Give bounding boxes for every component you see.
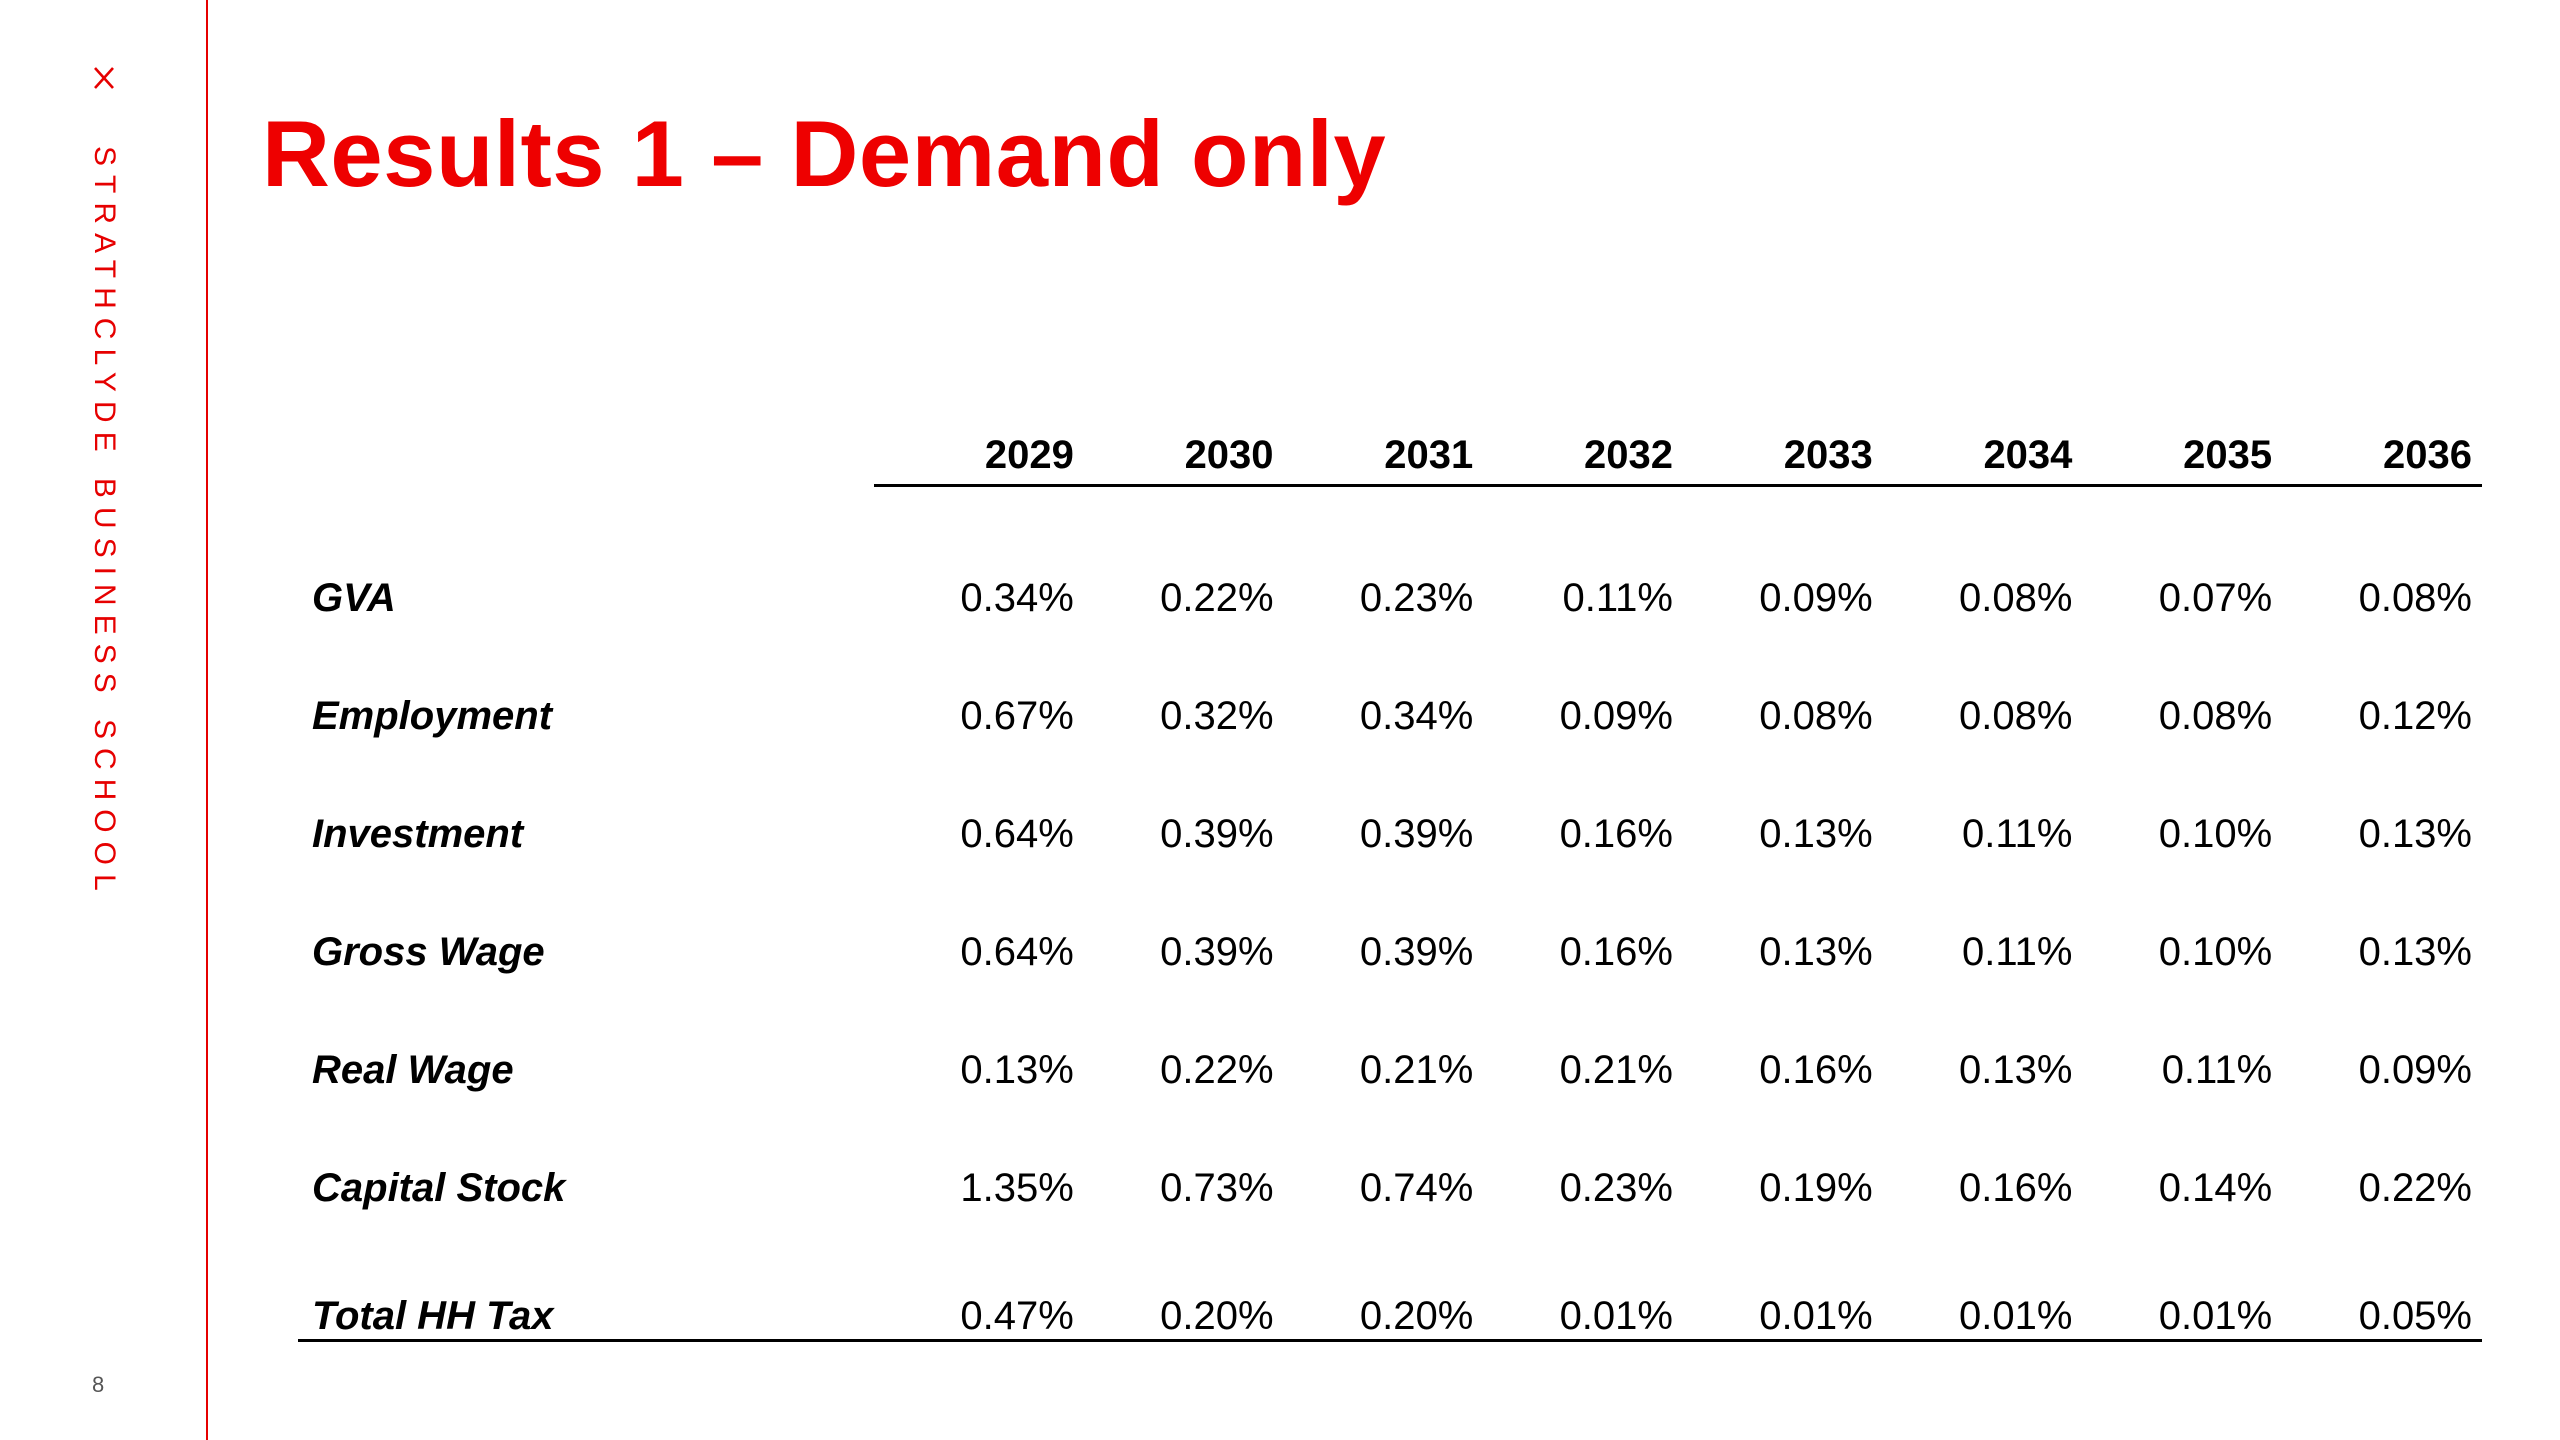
results-table: 2029 2030 2031 2032 2033 2034 2035 2036 … — [298, 414, 2482, 1342]
table-row: Investment 0.64% 0.39% 0.39% 0.16% 0.13%… — [298, 775, 2482, 893]
table-cell: 0.08% — [1959, 575, 2073, 620]
table-cell: 0.01% — [1473, 1247, 1673, 1342]
column-header: 2030 — [1073, 414, 1274, 487]
table-cell: 0.39% — [1160, 929, 1274, 974]
sidebar-divider-line — [206, 0, 208, 1440]
table-cell: 0.16% — [1959, 1165, 2073, 1210]
table-cell: 0.16% — [1559, 811, 1673, 856]
table-cell: 0.64% — [960, 929, 1074, 974]
table-cell: 0.09% — [1559, 693, 1673, 738]
school-logo-text: STRATHCLYDE BUSINESS SCHOOL — [88, 146, 121, 900]
table-cell: 0.11% — [1961, 929, 2073, 974]
table-cell: 0.13% — [2358, 811, 2472, 856]
table-cell: 0.07% — [2158, 575, 2273, 620]
row-label: Gross Wage — [312, 929, 545, 974]
table-cell: 0.22% — [2358, 1165, 2472, 1210]
table-row: GVA 0.34% 0.22% 0.23% 0.11% 0.09% 0.08% … — [298, 539, 2482, 657]
table-cell: 0.13% — [960, 1047, 1074, 1092]
table-cell: 0.39% — [1160, 811, 1274, 856]
table-cell: 0.11% — [1562, 575, 1673, 620]
table-row: Employment 0.67% 0.32% 0.34% 0.09% 0.08%… — [298, 657, 2482, 775]
table-cell: 0.11% — [1961, 811, 2073, 856]
table-cell: 0.08% — [2158, 693, 2273, 738]
table-cell: 0.08% — [1759, 693, 1873, 738]
slide-title: Results 1 – Demand only — [262, 101, 1387, 206]
table-row: Capital Stock 1.35% 0.73% 0.74% 0.23% 0.… — [298, 1129, 2482, 1247]
table-cell: 0.05% — [2272, 1247, 2482, 1342]
table-cell: 0.12% — [2358, 693, 2472, 738]
table-cell: 0.20% — [1273, 1247, 1474, 1342]
table-cell: 0.08% — [2358, 575, 2472, 620]
strathclyde-x-logo-icon — [94, 67, 114, 89]
table-cell: 0.10% — [2158, 811, 2273, 856]
table-cell: 0.20% — [1073, 1247, 1274, 1342]
row-label: Real Wage — [312, 1047, 514, 1092]
page-number: 8 — [92, 1372, 105, 1397]
table-cell: 0.39% — [1359, 811, 1474, 856]
column-header: 2034 — [1872, 414, 2073, 487]
row-label: GVA — [312, 575, 396, 620]
table-cell: 0.09% — [2358, 1047, 2472, 1092]
column-header: 2033 — [1672, 414, 1873, 487]
table-cell: 0.39% — [1359, 929, 1474, 974]
table-cell: 0.73% — [1160, 1165, 1274, 1210]
table-cell: 0.10% — [2158, 929, 2273, 974]
column-header: 2029 — [874, 414, 1074, 487]
row-label: Investment — [312, 811, 524, 856]
table-cell: 0.14% — [2158, 1165, 2273, 1210]
table-header-row: 2029 2030 2031 2032 2033 2034 2035 2036 — [298, 414, 2482, 487]
table-cell: 0.13% — [1959, 1047, 2073, 1092]
table-cell: 0.16% — [1559, 929, 1673, 974]
table-cell: 0.13% — [1759, 929, 1873, 974]
table-cell: 0.34% — [1359, 693, 1474, 738]
table-cell: 0.22% — [1160, 1047, 1274, 1092]
table-corner-cell — [298, 414, 874, 486]
table-cell: 0.13% — [2358, 929, 2472, 974]
table-cell: 0.21% — [1359, 1047, 1474, 1092]
table-cell: 0.01% — [2072, 1247, 2273, 1342]
table-cell: 0.23% — [1559, 1165, 1673, 1210]
table-cell: 0.01% — [1872, 1247, 2073, 1342]
row-label: Capital Stock — [312, 1165, 566, 1210]
column-header: 2035 — [2072, 414, 2273, 487]
table-row: Total HH Tax 0.47% 0.20% 0.20% 0.01% 0.0… — [298, 1247, 2482, 1342]
table-cell: 0.13% — [1759, 811, 1873, 856]
table-cell: 0.64% — [960, 811, 1074, 856]
table-cell: 0.32% — [1160, 693, 1274, 738]
table-cell: 0.19% — [1759, 1165, 1873, 1210]
table-row: Gross Wage 0.64% 0.39% 0.39% 0.16% 0.13%… — [298, 893, 2482, 1011]
table-cell: 0.23% — [1359, 575, 1474, 620]
table-cell: 0.08% — [1959, 693, 2073, 738]
table-cell: 0.74% — [1359, 1165, 1474, 1210]
row-label: Employment — [312, 693, 553, 738]
column-header: 2036 — [2272, 414, 2482, 487]
table-cell: 0.09% — [1759, 575, 1873, 620]
table-row: Real Wage 0.13% 0.22% 0.21% 0.21% 0.16% … — [298, 1011, 2482, 1129]
table-cell: 0.16% — [1759, 1047, 1873, 1092]
table-spacer-row — [298, 486, 2482, 540]
column-header: 2031 — [1273, 414, 1474, 487]
row-label: Total HH Tax — [298, 1247, 875, 1342]
table-cell: 0.34% — [960, 575, 1074, 620]
table-cell: 0.22% — [1160, 575, 1274, 620]
table-cell: 0.67% — [960, 693, 1074, 738]
table-cell: 0.11% — [2161, 1047, 2273, 1092]
table-cell: 0.01% — [1672, 1247, 1873, 1342]
table-cell: 0.21% — [1559, 1047, 1673, 1092]
column-header: 2032 — [1473, 414, 1673, 487]
table-cell: 1.35% — [960, 1165, 1074, 1210]
table-cell: 0.47% — [874, 1247, 1074, 1342]
